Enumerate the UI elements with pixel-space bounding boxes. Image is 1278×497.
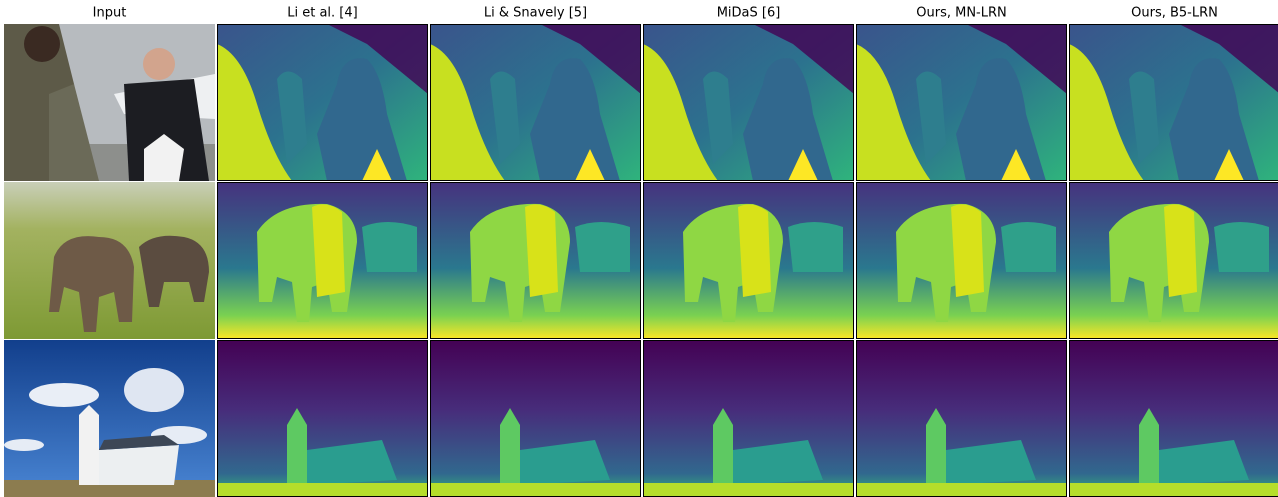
- column-header: Li et al. [4]: [287, 6, 357, 21]
- figure: Input Li et al. [4] Li & Snavely [5] MiDaS …: [0, 0, 1278, 497]
- depth-map: [217, 24, 428, 181]
- depth-map: [643, 340, 854, 497]
- input-image: [4, 24, 215, 181]
- depth-map: [643, 182, 854, 339]
- depth-map: [217, 340, 428, 497]
- depth-map: [217, 182, 428, 339]
- depth-map: [430, 24, 641, 181]
- image-grid: [4, 24, 1278, 497]
- page: Input Li et al. [4] Li & Snavely [5] MiDaS …: [0, 0, 1278, 497]
- depth-map: [643, 24, 854, 181]
- depth-map: [1069, 24, 1278, 181]
- depth-map: [1069, 182, 1278, 339]
- depth-map: [430, 182, 641, 339]
- column-header: MiDaS [6]: [717, 6, 781, 21]
- depth-map: [856, 340, 1067, 497]
- depth-map: [430, 340, 641, 497]
- input-image: [4, 182, 215, 339]
- column-header: Li & Snavely [5]: [484, 6, 587, 21]
- depth-map: [856, 24, 1067, 181]
- input-image: [4, 340, 215, 497]
- column-header: Ours, B5-LRN: [1131, 6, 1218, 21]
- column-headers: Input Li et al. [4] Li & Snavely [5] MiDaS …: [93, 6, 1218, 21]
- depth-map: [1069, 340, 1278, 497]
- column-header: Ours, MN-LRN: [916, 6, 1007, 21]
- column-header: Input: [93, 6, 127, 21]
- depth-map: [856, 182, 1067, 339]
